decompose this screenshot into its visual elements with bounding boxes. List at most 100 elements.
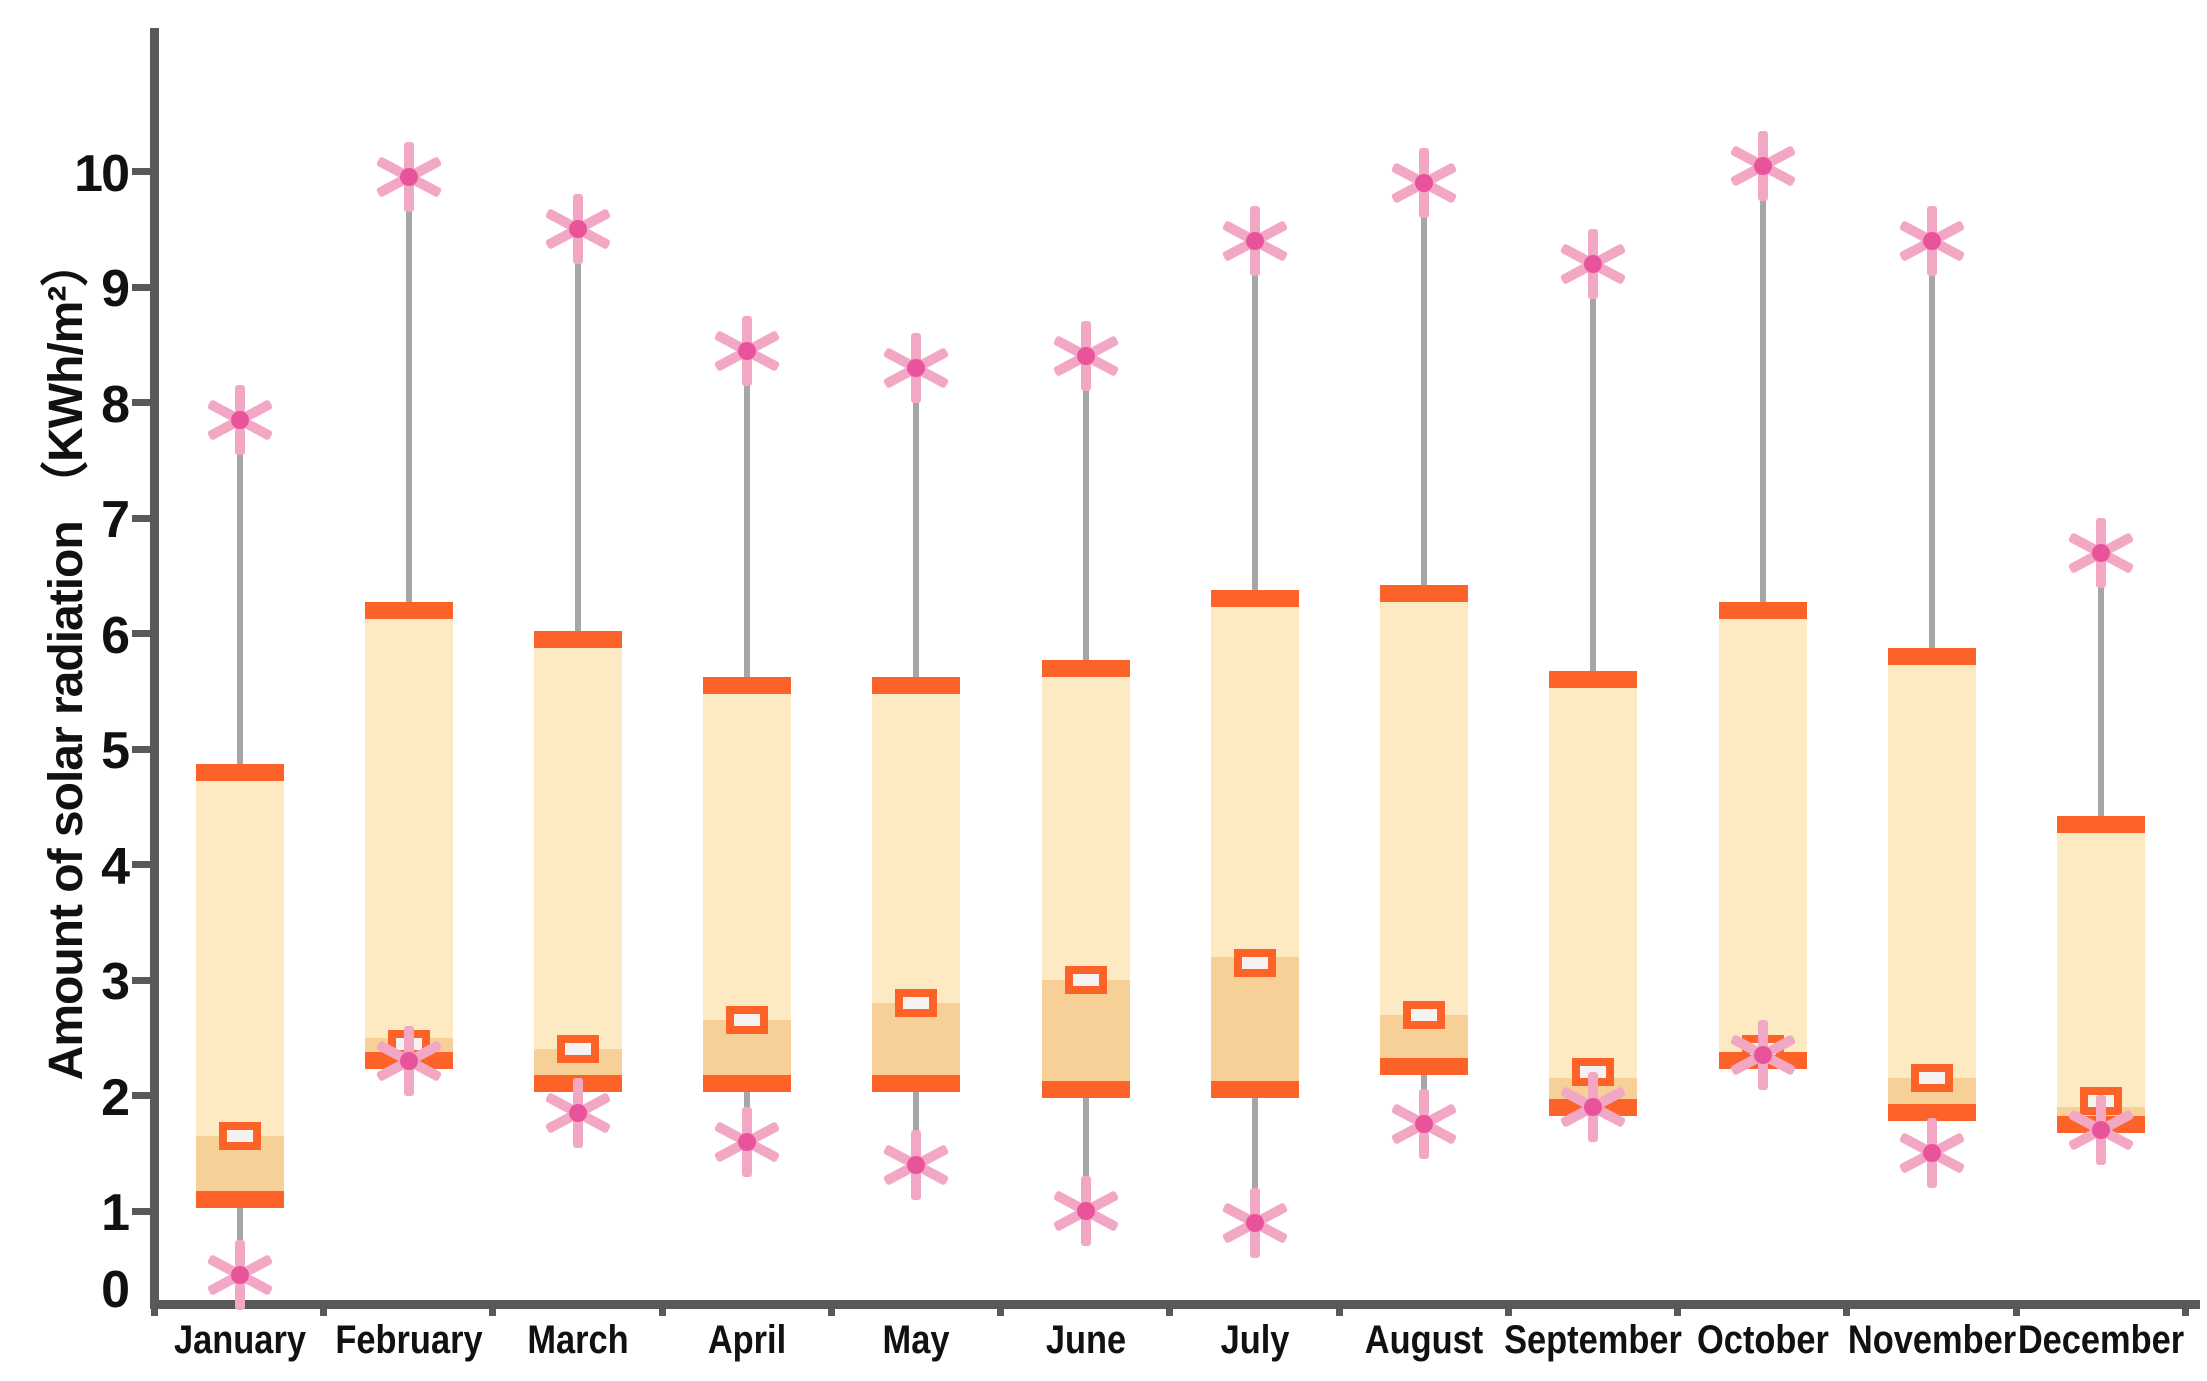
whisker-upper	[1759, 165, 1766, 611]
y-tick-label: 10	[74, 144, 130, 203]
iqr-box	[1718, 610, 1807, 1061]
x-tick	[1674, 1303, 1682, 1316]
min-asterisk	[1389, 1089, 1459, 1160]
y-tick-label: 4	[101, 837, 130, 896]
asterisk-center-dot	[738, 1132, 757, 1151]
x-tick	[997, 1303, 1005, 1316]
q3-cap	[1210, 590, 1299, 608]
lower-quartile-band	[1041, 980, 1130, 1090]
whisker-upper	[744, 350, 751, 686]
y-tick-label: 5	[101, 722, 130, 780]
y-tick-label: 0	[101, 1261, 130, 1319]
x-tick	[658, 1303, 666, 1316]
q1-cap	[1210, 1081, 1299, 1099]
min-asterisk	[1728, 1020, 1798, 1091]
whisker-upper	[913, 367, 920, 686]
x-tick	[151, 1303, 158, 1316]
q3-cap	[1887, 648, 1976, 666]
q1-cap	[703, 1075, 792, 1093]
max-asterisk	[1220, 205, 1290, 276]
max-asterisk	[1051, 321, 1121, 392]
x-tick	[489, 1303, 497, 1316]
whisker-upper	[574, 229, 581, 640]
asterisk-center-dot	[568, 220, 587, 239]
q3-cap	[1549, 671, 1638, 689]
mean-marker	[1910, 1064, 1953, 1093]
q3-cap	[195, 763, 284, 781]
mean-marker	[1403, 1000, 1446, 1029]
iqr-box	[1549, 679, 1638, 1108]
y-tick	[132, 168, 152, 175]
asterisk-center-dot	[1076, 1202, 1095, 1220]
max-asterisk	[374, 142, 444, 213]
asterisk-center-dot	[1922, 231, 1941, 250]
month-label: May	[882, 1318, 950, 1362]
y-tick-label: 9	[101, 260, 130, 318]
whisker-upper	[1082, 356, 1089, 669]
y-tick	[132, 861, 152, 868]
q1-cap	[195, 1190, 284, 1208]
month-label: September	[1504, 1318, 1683, 1362]
y-tick	[132, 1092, 152, 1099]
x-tick	[2181, 1303, 2189, 1316]
max-asterisk	[1728, 130, 1798, 201]
iqr-box	[533, 639, 622, 1084]
y-tick	[132, 399, 152, 406]
iqr-box	[364, 610, 453, 1061]
lower-quartile-band	[1210, 956, 1299, 1090]
month-label: October	[1696, 1318, 1829, 1362]
min-asterisk	[205, 1239, 275, 1310]
x-tick	[1335, 1303, 1343, 1316]
mean-marker	[1064, 966, 1107, 994]
whisker-upper	[1590, 263, 1597, 680]
q3-cap	[2057, 815, 2146, 833]
asterisk-center-dot	[230, 1265, 249, 1284]
asterisk-center-dot	[230, 410, 249, 429]
asterisk-center-dot	[1584, 1098, 1603, 1117]
mean-marker	[218, 1121, 261, 1150]
asterisk-center-dot	[568, 1103, 587, 1122]
y-tick	[132, 283, 152, 291]
whisker-upper	[1421, 183, 1428, 594]
x-tick	[1504, 1303, 1512, 1316]
asterisk-center-dot	[1753, 156, 1772, 175]
y-tick-label: 3	[101, 953, 130, 1011]
y-tick	[132, 630, 152, 637]
min-asterisk	[543, 1077, 613, 1148]
y-tick	[132, 976, 152, 984]
min-asterisk	[1558, 1072, 1628, 1143]
asterisk-center-dot	[907, 1155, 926, 1174]
q3-cap	[533, 630, 622, 648]
max-asterisk	[1897, 205, 1967, 276]
asterisk-center-dot	[907, 358, 926, 377]
whisker-upper	[1928, 240, 1935, 657]
asterisk-center-dot	[1584, 254, 1603, 273]
asterisk-center-dot	[1753, 1046, 1772, 1065]
max-asterisk	[881, 332, 951, 403]
q3-cap	[1041, 659, 1130, 677]
month-label: July	[1220, 1318, 1290, 1362]
x-tick	[1166, 1303, 1174, 1316]
mean-marker	[726, 1006, 769, 1035]
max-asterisk	[1389, 148, 1459, 219]
whisker-upper	[1251, 240, 1258, 599]
asterisk-center-dot	[399, 168, 418, 187]
q3-cap	[872, 676, 961, 694]
y-tick-label: 1	[101, 1184, 130, 1242]
whisker-lower	[236, 1199, 243, 1275]
month-label: January	[173, 1318, 306, 1362]
mean-marker	[895, 989, 938, 1018]
y-tick	[132, 745, 152, 753]
min-asterisk	[1051, 1176, 1121, 1246]
y-tick	[132, 514, 152, 522]
whisker-upper	[2098, 552, 2105, 825]
q1-cap	[1380, 1058, 1469, 1076]
x-axis-line	[150, 1300, 2200, 1309]
max-asterisk	[712, 315, 782, 386]
max-asterisk	[205, 384, 275, 455]
y-tick-label: 6	[101, 606, 130, 665]
month-label: March	[527, 1318, 629, 1362]
min-asterisk	[1897, 1118, 1967, 1189]
asterisk-center-dot	[1245, 231, 1264, 250]
